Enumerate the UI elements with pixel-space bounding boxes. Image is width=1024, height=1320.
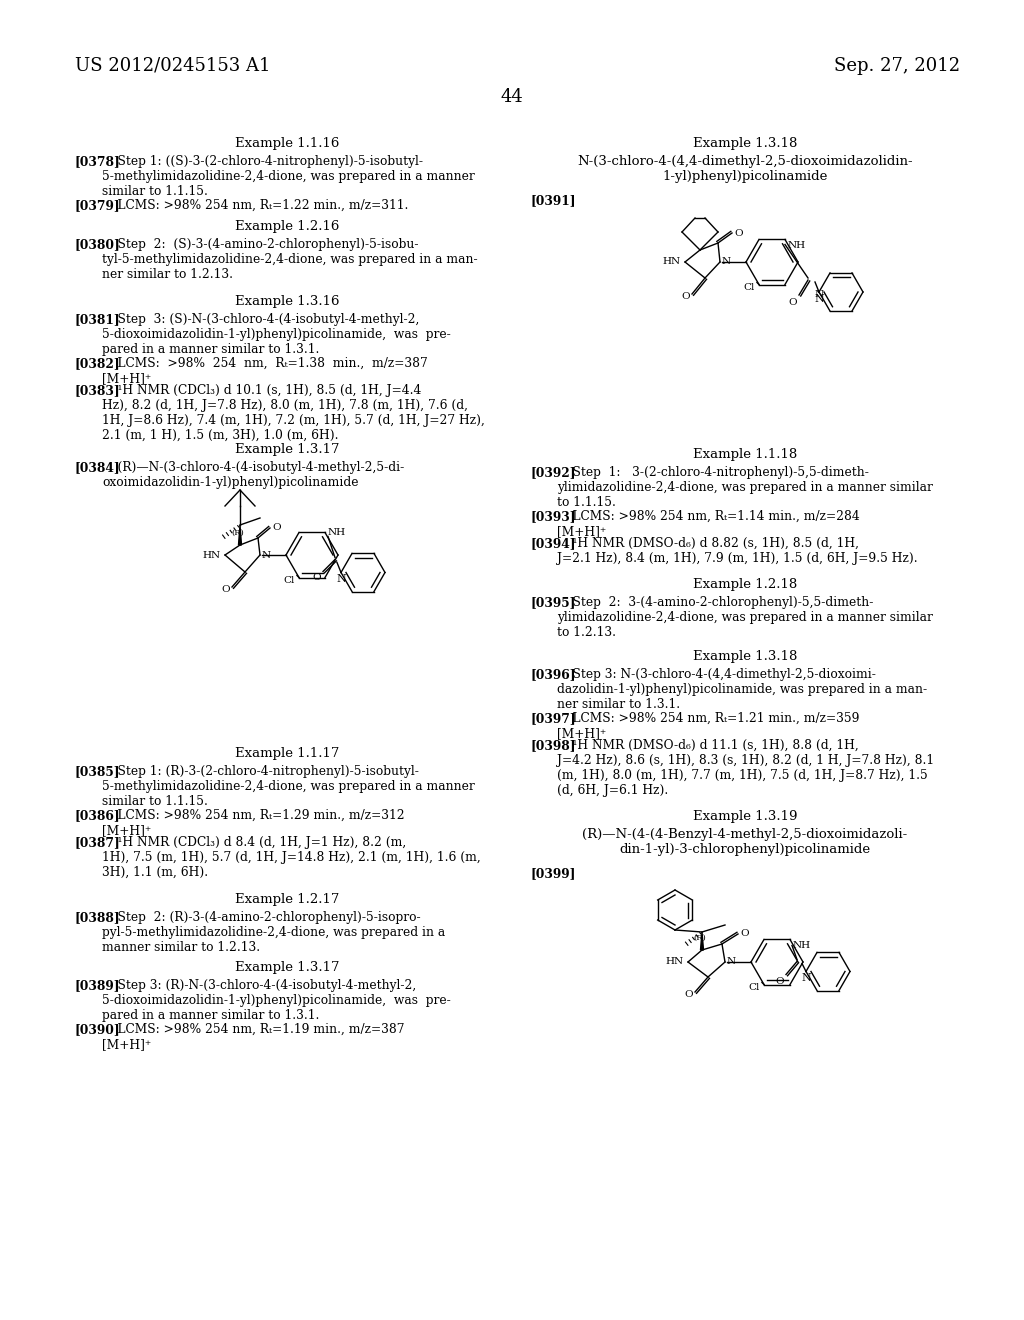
Text: Example 1.2.18: Example 1.2.18 xyxy=(693,578,797,591)
Text: O: O xyxy=(272,524,281,532)
Text: (R): (R) xyxy=(693,935,707,942)
Text: [0393]: [0393] xyxy=(530,510,575,523)
Text: [0396]: [0396] xyxy=(530,668,575,681)
Text: [0394]: [0394] xyxy=(530,537,575,550)
Text: O: O xyxy=(788,298,797,308)
Text: Cl: Cl xyxy=(743,282,755,292)
Text: O: O xyxy=(681,292,690,301)
Text: [0385]: [0385] xyxy=(75,766,121,777)
Text: 44: 44 xyxy=(501,88,523,106)
Text: LCMS: >98% 254 nm, Rₜ=1.29 min., m/z=312
[M+H]⁺: LCMS: >98% 254 nm, Rₜ=1.29 min., m/z=312… xyxy=(102,809,406,837)
Text: NH: NH xyxy=(788,242,806,251)
Text: ¹H NMR (CDCl₃) d 10.1 (s, 1H), 8.5 (d, 1H, J=4.4
Hz), 8.2 (d, 1H, J=7.8 Hz), 8.0: ¹H NMR (CDCl₃) d 10.1 (s, 1H), 8.5 (d, 1… xyxy=(102,384,485,442)
Text: O: O xyxy=(312,573,321,582)
Text: HN: HN xyxy=(203,550,221,560)
Text: Step  2:  3-(4-amino-2-chlorophenyl)-5,5-dimeth-
ylimidazolidine-2,4-dione, was : Step 2: 3-(4-amino-2-chlorophenyl)-5,5-d… xyxy=(557,597,933,639)
Text: HN: HN xyxy=(666,957,684,966)
Text: [0388]: [0388] xyxy=(75,911,121,924)
Text: Step 3: (R)-N-(3-chloro-4-(4-isobutyl-4-methyl-2,
5-dioxoimidazolidin-1-yl)pheny: Step 3: (R)-N-(3-chloro-4-(4-isobutyl-4-… xyxy=(102,979,452,1022)
Text: [0395]: [0395] xyxy=(530,597,575,609)
Text: Step 1: (R)-3-(2-chloro-4-nitrophenyl)-5-isobutyl-
5-methylimidazolidine-2,4-dio: Step 1: (R)-3-(2-chloro-4-nitrophenyl)-5… xyxy=(102,766,475,808)
Text: Example 1.1.18: Example 1.1.18 xyxy=(693,447,797,461)
Text: [0397]: [0397] xyxy=(530,711,575,725)
Text: Example 1.1.16: Example 1.1.16 xyxy=(234,137,339,150)
Text: NH: NH xyxy=(793,941,811,950)
Text: O: O xyxy=(684,990,693,999)
Text: O: O xyxy=(221,585,230,594)
Text: Sep. 27, 2012: Sep. 27, 2012 xyxy=(834,57,961,75)
Text: Example 1.3.18: Example 1.3.18 xyxy=(693,649,798,663)
Text: N-(3-chloro-4-(4,4-dimethyl-2,5-dioxoimidazolidin-
1-yl)phenyl)picolinamide: N-(3-chloro-4-(4,4-dimethyl-2,5-dioxoimi… xyxy=(578,154,912,183)
Text: Step 1: ((S)-3-(2-chloro-4-nitrophenyl)-5-isobutyl-
5-methylimidazolidine-2,4-di: Step 1: ((S)-3-(2-chloro-4-nitrophenyl)-… xyxy=(102,154,475,198)
Text: ¹H NMR (DMSO-d₆) d 11.1 (s, 1H), 8.8 (d, 1H,
J=4.2 Hz), 8.6 (s, 1H), 8.3 (s, 1H): ¹H NMR (DMSO-d₆) d 11.1 (s, 1H), 8.8 (d,… xyxy=(557,739,935,797)
Text: [0379]: [0379] xyxy=(75,199,121,213)
Text: [0380]: [0380] xyxy=(75,238,121,251)
Text: ¹H NMR (DMSO-d₆) d 8.82 (s, 1H), 8.5 (d, 1H,
J=2.1 Hz), 8.4 (m, 1H), 7.9 (m, 1H): ¹H NMR (DMSO-d₆) d 8.82 (s, 1H), 8.5 (d,… xyxy=(557,537,919,565)
Text: ¹H NMR (CDCl₃) d 8.4 (d, 1H, J=1 Hz), 8.2 (m,
1H), 7.5 (m, 1H), 5.7 (d, 1H, J=14: ¹H NMR (CDCl₃) d 8.4 (d, 1H, J=1 Hz), 8.… xyxy=(102,836,481,879)
Text: [0399]: [0399] xyxy=(530,867,575,880)
Text: [0390]: [0390] xyxy=(75,1023,121,1036)
Text: N: N xyxy=(722,257,731,267)
Text: Example 1.3.18: Example 1.3.18 xyxy=(693,137,798,150)
Text: Step  2: (R)-3-(4-amino-2-chlorophenyl)-5-isopro-
pyl-5-methylimidazolidine-2,4-: Step 2: (R)-3-(4-amino-2-chlorophenyl)-5… xyxy=(102,911,445,954)
Text: [0378]: [0378] xyxy=(75,154,121,168)
Text: Example 1.1.17: Example 1.1.17 xyxy=(234,747,339,760)
Text: [0382]: [0382] xyxy=(75,356,121,370)
Text: [0383]: [0383] xyxy=(75,384,121,397)
Text: (R)—N-(3-chloro-4-(4-isobutyl-4-methyl-2,5-di-
oxoimidazolidin-1-yl)phenyl)picol: (R)—N-(3-chloro-4-(4-isobutyl-4-methyl-2… xyxy=(102,461,404,488)
Text: US 2012/0245153 A1: US 2012/0245153 A1 xyxy=(75,57,270,75)
Text: Example 1.3.17: Example 1.3.17 xyxy=(234,444,339,455)
Text: Step  3: (S)-N-(3-chloro-4-(4-isobutyl-4-methyl-2,
5-dioxoimidazolidin-1-yl)phen: Step 3: (S)-N-(3-chloro-4-(4-isobutyl-4-… xyxy=(102,313,452,356)
Text: LCMS: >98% 254 nm, Rₜ=1.14 min., m/z=284
[M+H]⁺: LCMS: >98% 254 nm, Rₜ=1.14 min., m/z=284… xyxy=(557,510,860,539)
Text: HN: HN xyxy=(663,257,681,267)
Text: N: N xyxy=(814,290,823,300)
Text: N: N xyxy=(801,973,811,983)
Text: [0392]: [0392] xyxy=(530,466,575,479)
Text: N: N xyxy=(336,574,346,585)
Text: O: O xyxy=(734,228,742,238)
Text: [0381]: [0381] xyxy=(75,313,121,326)
Text: Step 3: N-(3-chloro-4-(4,4-dimethyl-2,5-dioxoimi-
dazolidin-1-yl)phenyl)picolina: Step 3: N-(3-chloro-4-(4,4-dimethyl-2,5-… xyxy=(557,668,928,711)
Text: O: O xyxy=(775,978,784,986)
Polygon shape xyxy=(700,932,703,950)
Text: LCMS: >98% 254 nm, Rₜ=1.22 min., m/z=311.: LCMS: >98% 254 nm, Rₜ=1.22 min., m/z=311… xyxy=(102,199,409,213)
Text: [0398]: [0398] xyxy=(530,739,575,752)
Text: [0387]: [0387] xyxy=(75,836,121,849)
Text: Cl: Cl xyxy=(749,982,760,991)
Text: [0391]: [0391] xyxy=(530,194,575,207)
Text: [0386]: [0386] xyxy=(75,809,121,822)
Text: O: O xyxy=(740,929,749,939)
Text: LCMS: >98% 254 nm, Rₜ=1.19 min., m/z=387
[M+H]⁺: LCMS: >98% 254 nm, Rₜ=1.19 min., m/z=387… xyxy=(102,1023,404,1051)
Text: LCMS: >98% 254 nm, Rₜ=1.21 min., m/z=359
[M+H]⁺: LCMS: >98% 254 nm, Rₜ=1.21 min., m/z=359… xyxy=(557,711,860,741)
Text: N: N xyxy=(814,294,824,304)
Text: Example 1.3.16: Example 1.3.16 xyxy=(234,294,339,308)
Text: Example 1.2.16: Example 1.2.16 xyxy=(234,220,339,234)
Polygon shape xyxy=(239,525,242,545)
Text: Example 1.3.19: Example 1.3.19 xyxy=(693,810,798,822)
Text: Step  1:   3-(2-chloro-4-nitrophenyl)-5,5-dimeth-
ylimidazolidine-2,4-dione, was: Step 1: 3-(2-chloro-4-nitrophenyl)-5,5-d… xyxy=(557,466,933,510)
Text: Example 1.3.17: Example 1.3.17 xyxy=(234,961,339,974)
Text: [0384]: [0384] xyxy=(75,461,121,474)
Text: N: N xyxy=(262,550,271,560)
Text: Example 1.2.17: Example 1.2.17 xyxy=(234,894,339,906)
Text: N: N xyxy=(727,957,736,966)
Text: Step  2:  (S)-3-(4-amino-2-chlorophenyl)-5-isobu-
tyl-5-methylimidazolidine-2,4-: Step 2: (S)-3-(4-amino-2-chlorophenyl)-5… xyxy=(102,238,478,281)
Text: LCMS:  >98%  254  nm,  Rₜ=1.38  min.,  m/z=387
[M+H]⁺: LCMS: >98% 254 nm, Rₜ=1.38 min., m/z=387… xyxy=(102,356,428,385)
Text: (R): (R) xyxy=(231,529,245,537)
Text: Cl: Cl xyxy=(284,576,295,585)
Text: (R)—N-(4-(4-Benzyl-4-methyl-2,5-dioxoimidazoli-
din-1-yl)-3-chlorophenyl)picolin: (R)—N-(4-(4-Benzyl-4-methyl-2,5-dioxoimi… xyxy=(583,828,907,855)
Text: NH: NH xyxy=(328,528,346,537)
Text: [0389]: [0389] xyxy=(75,979,121,993)
